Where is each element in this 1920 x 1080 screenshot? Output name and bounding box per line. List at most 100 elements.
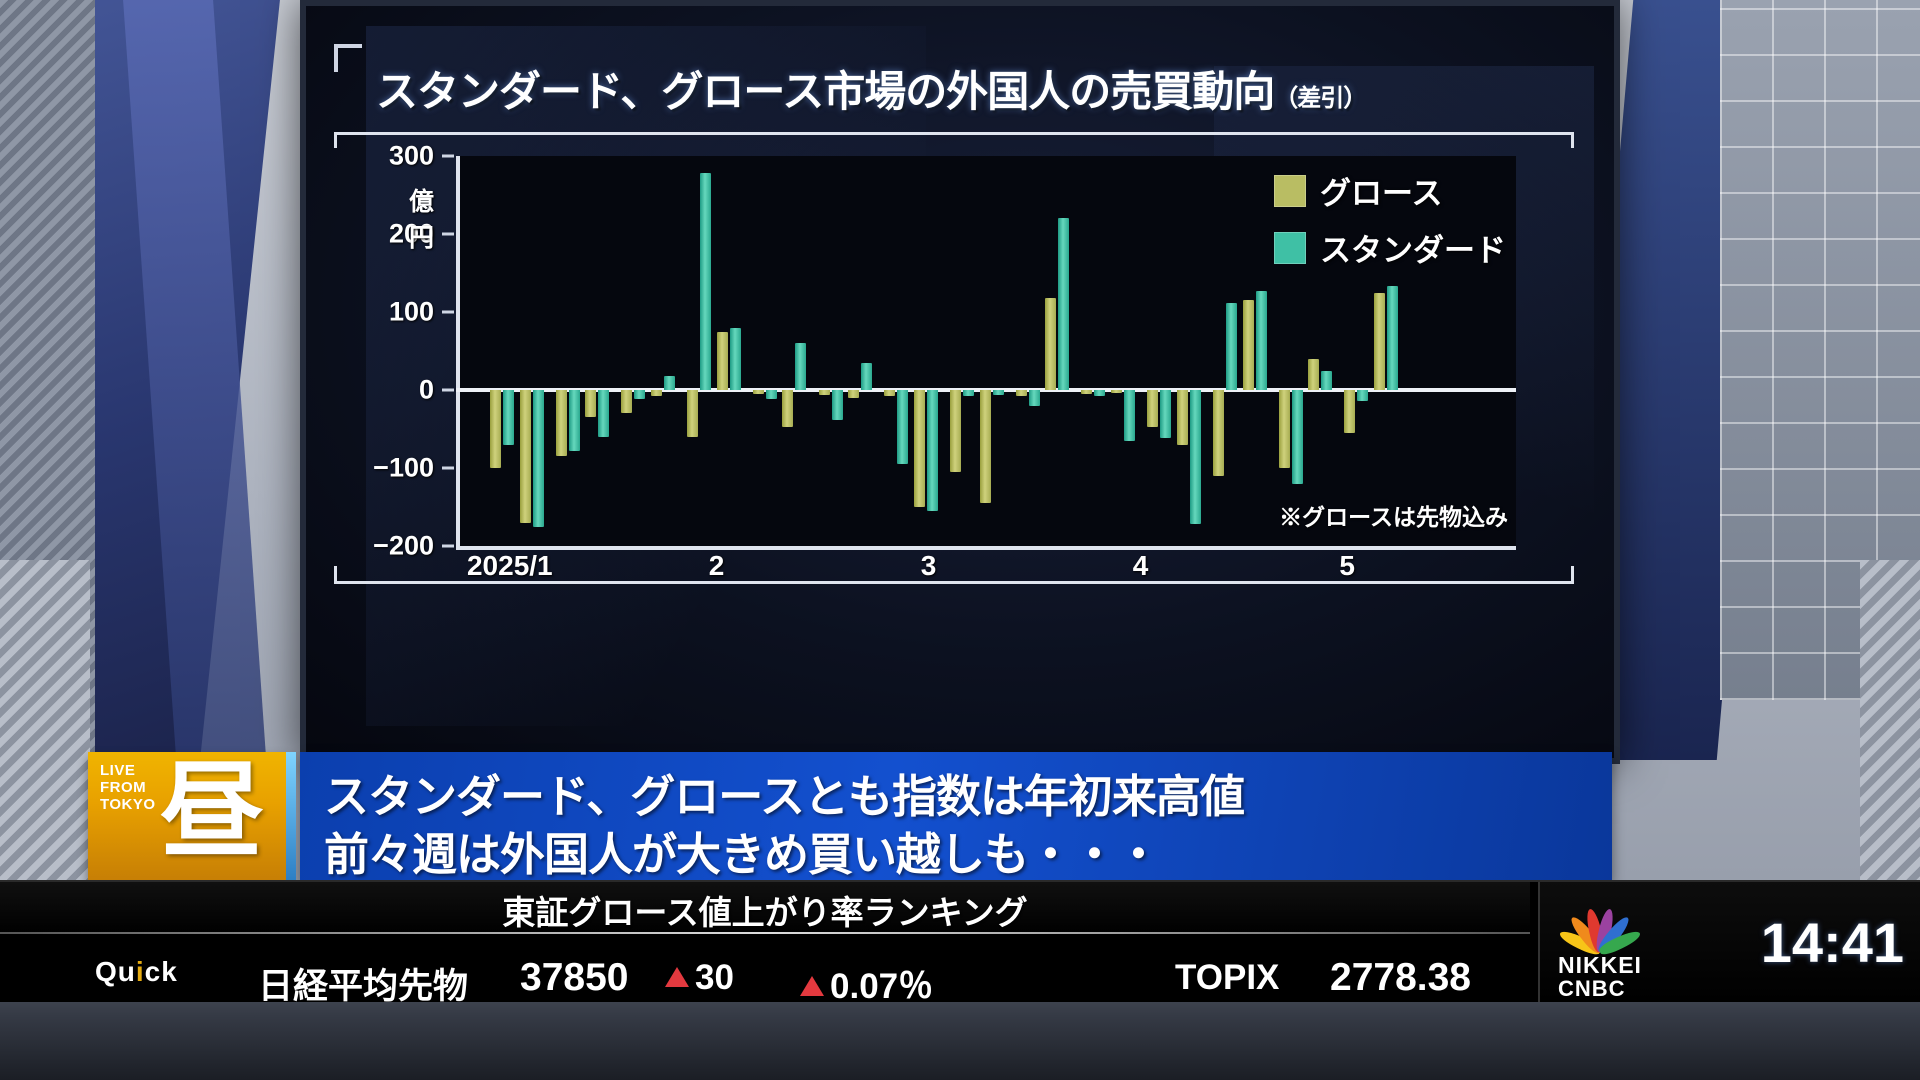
decor-rule-bottom: [334, 566, 1574, 584]
bar-growth: [621, 390, 633, 414]
bar-standard: [1124, 390, 1136, 441]
background-stripe-left: [0, 560, 90, 880]
y-axis-tick-label: 300: [388, 140, 434, 171]
x-axis-tick-label: 3: [920, 550, 937, 581]
bar-standard: [765, 390, 777, 400]
bar-growth: [1278, 390, 1290, 468]
headline-line-1: スタンダード、グロースとも指数は年初来高値: [324, 771, 1245, 822]
ticker-index-change: 30: [665, 958, 734, 998]
bar-growth: [555, 390, 567, 457]
bar-growth: [1045, 297, 1057, 390]
chart-plot: 300 200 100 0 −100 −200 億円 2025/1 2 3 4 5 グロース スタンダ…: [373, 141, 1516, 581]
y-axis-tick-label: 200: [388, 218, 434, 249]
x-axis-tick-label: 2025/1: [466, 550, 553, 581]
live-from-tokyo-label: LIVE FROM TOKYO: [100, 762, 156, 813]
legend-label-standard: スタンダード: [1320, 233, 1506, 268]
legend-item-growth: グロース: [1274, 168, 1506, 213]
up-triangle-icon: [665, 967, 689, 987]
headline-line-2: 前々週は外国人が大きめ買い越しも・・・: [324, 829, 1161, 880]
bar-standard: [700, 173, 712, 390]
ticker-index2-name: TOPIX: [1175, 958, 1280, 997]
y-axis-tick-mark: [442, 154, 454, 158]
bar-standard: [568, 390, 580, 451]
bar-standard: [1028, 390, 1040, 406]
y-axis-unit-label: 億円: [408, 188, 434, 252]
bar-growth: [1373, 292, 1385, 390]
bar-growth: [651, 390, 663, 397]
bar-growth: [979, 390, 991, 504]
bar-growth: [1147, 390, 1159, 428]
bar-standard: [664, 375, 676, 390]
x-axis-line: [456, 546, 1516, 550]
bar-growth: [489, 390, 501, 468]
studio-monitor: スタンダード、グロース市場の外国人の売買動向（差引） 300 200 100 0 −10…: [300, 0, 1620, 764]
y-axis-tick-label: 100: [388, 296, 434, 327]
badge-kanji: 昼: [160, 754, 265, 870]
chart-title-note: （差引）: [1274, 85, 1367, 112]
decor-corner-bracket: [334, 44, 362, 72]
ticker-index2-value: 2778.38: [1330, 956, 1471, 999]
chart-legend: グロース スタンダード: [1274, 168, 1506, 282]
bar-standard: [897, 390, 909, 465]
y-axis-line: [456, 156, 460, 550]
bar-standard: [1357, 390, 1369, 401]
y-axis-tick-mark: [442, 466, 454, 470]
market-ticker: 東証グロース値上がり率ランキング Quick 日経平均先物 37850 30 0…: [0, 880, 1920, 1006]
plot-area: 300 200 100 0 −100 −200 億円 2025/1 2 3 4 5: [373, 141, 1516, 581]
bar-standard: [532, 390, 544, 527]
bar-growth: [949, 390, 961, 472]
bar-growth: [884, 390, 896, 397]
bar-standard: [729, 327, 741, 390]
bar-standard: [926, 390, 938, 511]
bar-growth: [1242, 300, 1254, 390]
y-axis-tick-mark: [442, 544, 454, 548]
bar-standard: [795, 343, 807, 390]
network-name: NIKKEI CNBC: [1558, 954, 1642, 1001]
x-axis-tick-label: 2: [708, 550, 725, 581]
legend-swatch-growth: [1274, 174, 1306, 207]
bar-growth: [1308, 358, 1320, 390]
decor-rule-top: [334, 128, 1574, 148]
ranking-title: 東証グロース値上がり率ランキング: [502, 894, 1028, 931]
live-label-line1: LIVE: [100, 762, 136, 779]
bar-growth: [782, 390, 794, 428]
y-axis-tick-label: −100: [373, 452, 434, 483]
ticker-index-name: 日経平均先物: [258, 967, 469, 1006]
bar-growth: [1081, 390, 1093, 394]
y-axis-tick-mark: [442, 232, 454, 236]
bar-growth: [1212, 390, 1224, 476]
live-label-line2: FROM: [100, 779, 147, 796]
y-axis-tick-mark: [442, 310, 454, 314]
live-label-line3: TOKYO: [100, 796, 156, 813]
bar-standard: [634, 390, 646, 400]
ticker-index-change-pct: 0.07％: [800, 958, 933, 1009]
ticker-index-value: 37850: [520, 956, 629, 999]
bar-growth: [913, 390, 925, 507]
chart-title: スタンダード、グロース市場の外国人の売買動向（差引）: [376, 58, 1367, 119]
bar-growth: [687, 390, 699, 437]
x-axis-tick-label: 4: [1132, 550, 1149, 581]
bar-standard: [1094, 390, 1106, 397]
program-badge: LIVE FROM TOKYO 昼: [88, 752, 288, 880]
bar-growth: [1176, 390, 1188, 445]
bar-growth: [1015, 390, 1027, 397]
bar-growth: [752, 390, 764, 394]
bar-growth: [585, 390, 597, 418]
bar-standard: [1225, 302, 1237, 390]
bar-growth: [716, 331, 728, 390]
bar-growth: [519, 390, 531, 523]
bar-standard: [962, 390, 974, 397]
monitor-screen: スタンダード、グロース市場の外国人の売買動向（差引） 300 200 100 0 −10…: [306, 6, 1614, 758]
up-triangle-icon-2: [800, 976, 824, 996]
bar-standard: [1321, 370, 1333, 390]
chart-title-main: スタンダード、グロース市場の外国人の売買動向: [376, 68, 1275, 115]
y-axis-tick-label: −200: [373, 530, 434, 561]
bar-standard: [861, 362, 873, 390]
bar-standard: [1386, 286, 1398, 390]
bar-standard: [1255, 290, 1267, 390]
ticker-divider: [0, 932, 1530, 934]
network-name-line2: CNBC: [1558, 976, 1626, 1001]
bar-standard: [598, 390, 610, 437]
legend-swatch-standard: [1274, 231, 1306, 264]
